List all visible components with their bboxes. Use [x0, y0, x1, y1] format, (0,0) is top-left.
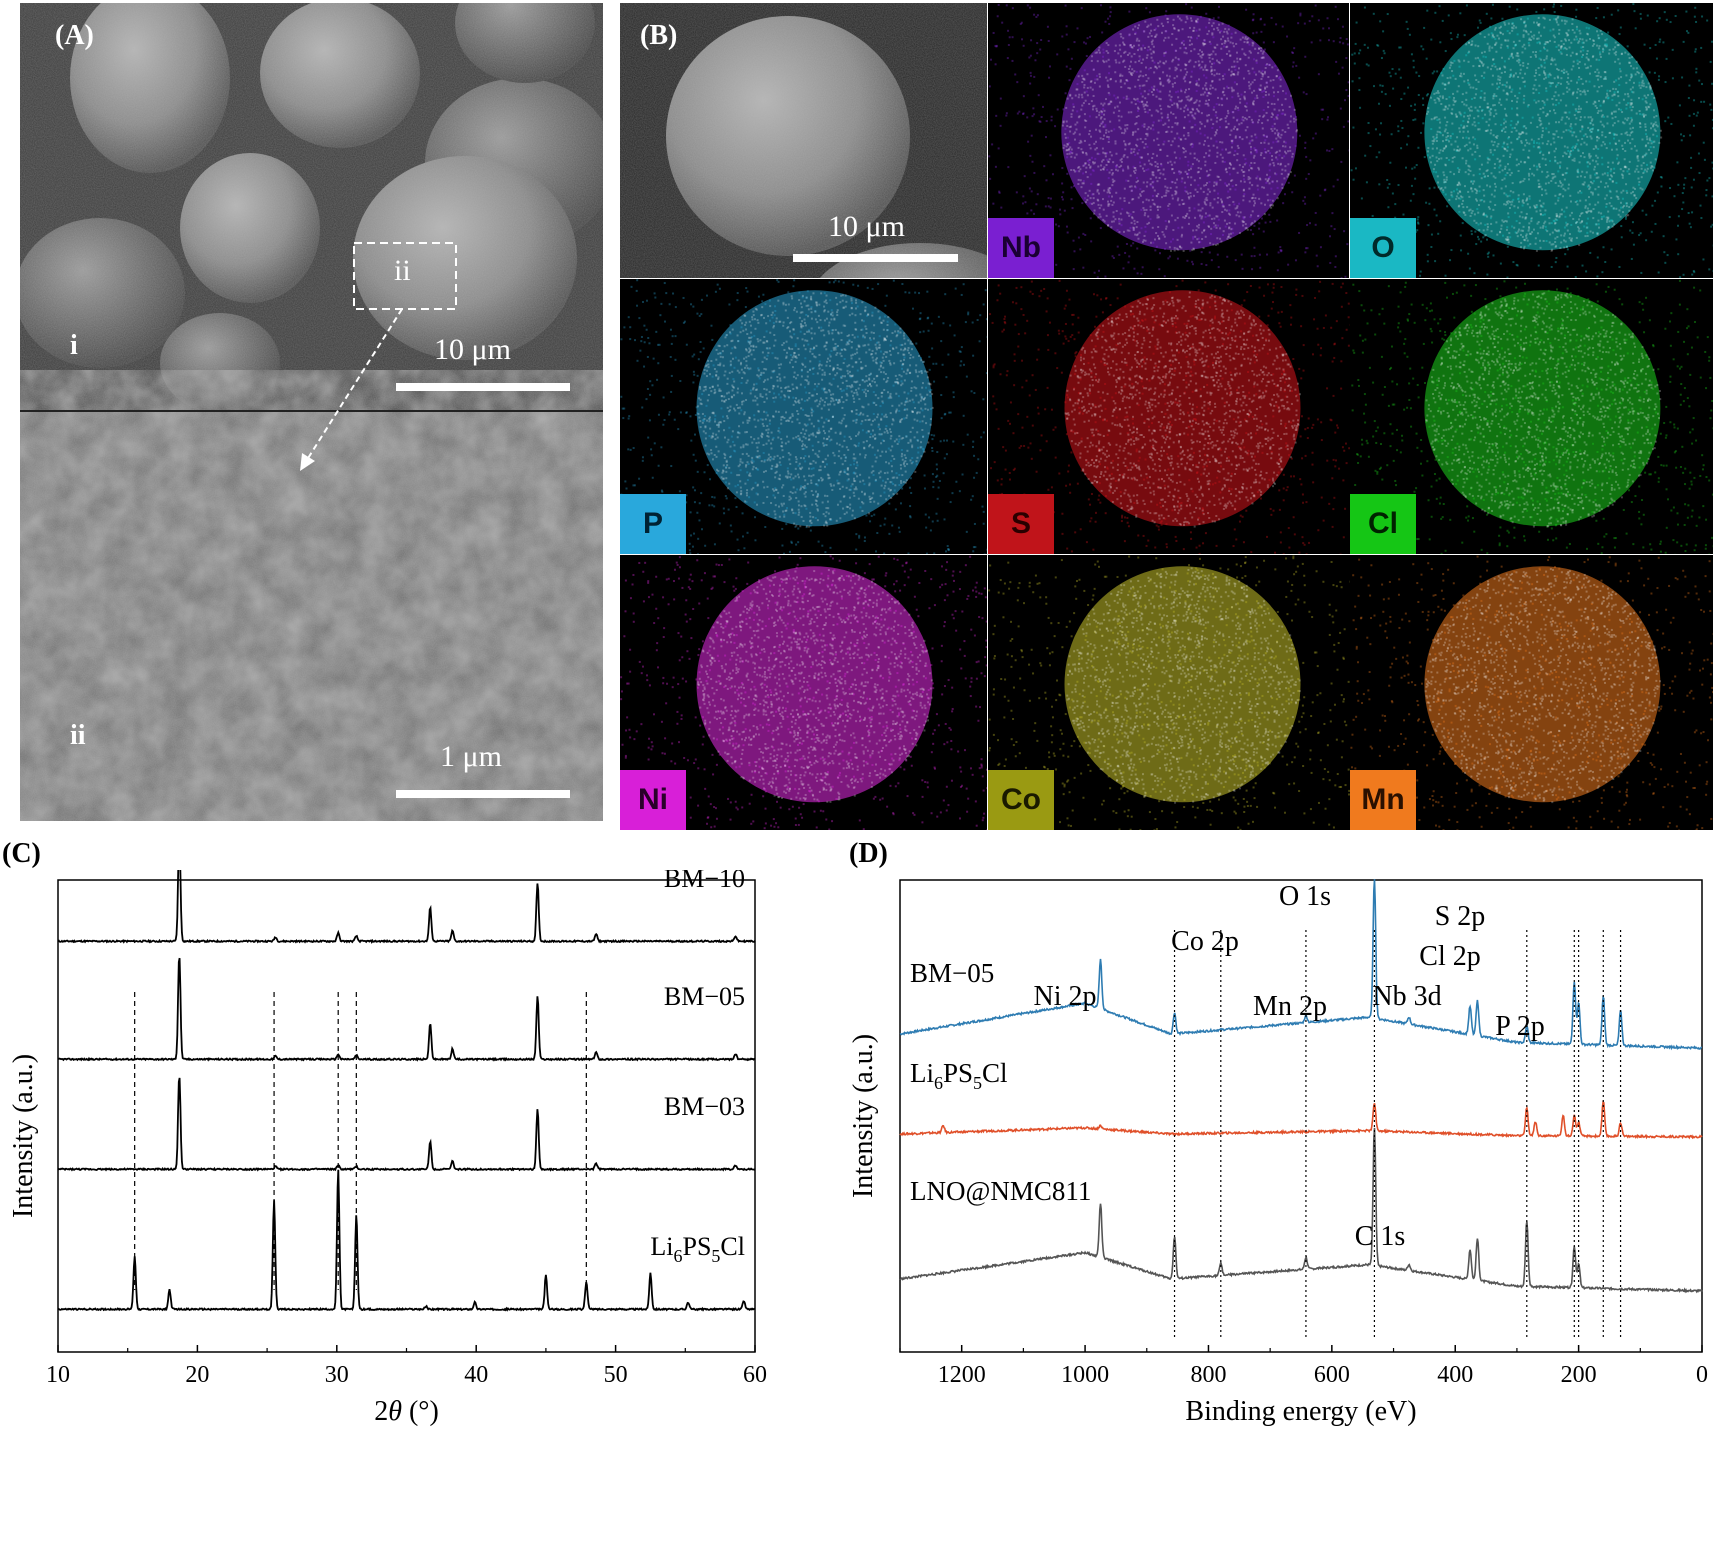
xps-peak-annotation: S 2p	[1435, 901, 1486, 932]
eds-map-label-nb: Nb	[988, 218, 1054, 278]
xps-ylabel: Intensity (a.u.)	[848, 1034, 879, 1198]
xrd-series-label: BM−10	[664, 870, 745, 893]
xps-xtick-label: 400	[1437, 1362, 1473, 1388]
eds-map-label-cl: Cl	[1350, 494, 1416, 554]
scale-bar-a-bottom	[396, 790, 570, 798]
xrd-xtick-label: 30	[325, 1362, 349, 1388]
xrd-xtick-label: 40	[464, 1362, 488, 1388]
eds-map-p: P	[620, 279, 987, 554]
xps-series-label: Li6PS5Cl	[910, 1058, 1008, 1093]
scale-bar-a-top	[396, 383, 570, 391]
eds-map-ni: Ni	[620, 555, 987, 830]
panel-c-label: (C)	[2, 838, 41, 869]
xps-xtick-label: 200	[1561, 1362, 1597, 1388]
panel-b-label: (B)	[640, 20, 678, 51]
xps-peak-annotation: P 2p	[1495, 1011, 1545, 1042]
xrd-series-line	[57, 870, 756, 944]
xps-peak-annotation: O 1s	[1279, 881, 1331, 912]
xrd-xlabel: 2θ (°)	[374, 1396, 439, 1427]
xrd-series-label: Li6PS5Cl	[650, 1232, 745, 1266]
xrd-xtick-label: 60	[743, 1362, 767, 1388]
xrd-chart: 10 20 30 40 50 60 2θ (°) Intensity (a.u.) BM−10 B…	[8, 870, 767, 1427]
panel-d-label: (D)	[849, 838, 888, 869]
xps-xtick-label: 800	[1190, 1362, 1226, 1388]
panel-a-label: (A)	[55, 20, 94, 51]
eds-map-s: S	[988, 279, 1355, 554]
subpanel-i-tag: i	[70, 330, 78, 361]
xrd-series-line	[57, 1169, 756, 1312]
sem-tile-b	[620, 3, 987, 278]
xrd-series-label: BM−05	[664, 982, 745, 1011]
xps-series-label: BM−05	[910, 958, 994, 988]
xps-xtick-label: 1200	[938, 1362, 986, 1388]
xps-xtick-label: 0	[1696, 1362, 1708, 1388]
eds-map-label-co: Co	[988, 770, 1054, 830]
xps-peak-annotation: Ni 2p	[1034, 981, 1097, 1012]
scale-bar-b	[793, 254, 958, 262]
eds-map-co: Co	[988, 555, 1355, 830]
subpanel-ii-tag: ii	[70, 720, 86, 751]
xps-xtick-label: 600	[1314, 1362, 1350, 1388]
xrd-xtick-label: 20	[185, 1362, 209, 1388]
eds-map-label-o: O	[1350, 218, 1416, 278]
scale-label-a-top: 10 μm	[434, 333, 511, 366]
sem-image-a	[20, 3, 603, 821]
xps-peak-annotation: C 1s	[1355, 1221, 1406, 1252]
xps-chart: 1200 1000 800 600 400 200 0 Binding energy (eV)…	[848, 879, 1708, 1427]
eds-map-label-ni: Ni	[620, 770, 686, 830]
sem-panel-a	[20, 3, 603, 821]
xps-plot-frame	[899, 879, 1703, 1353]
xrd-xtick-label: 50	[604, 1362, 628, 1388]
xps-series-label: LNO@NMC811	[910, 1176, 1091, 1206]
inset-label: ii	[394, 254, 411, 287]
xrd-ylabel: Intensity (a.u.)	[8, 1054, 39, 1218]
xrd-xtick-label: 10	[46, 1362, 70, 1388]
xps-peak-annotation: Co 2p	[1171, 926, 1239, 957]
eds-map-cl: Cl	[1350, 279, 1713, 554]
eds-map-label-s: S	[988, 494, 1054, 554]
xps-series-line	[899, 1100, 1703, 1140]
xrd-series-line	[57, 1077, 756, 1172]
xps-xlabel: Binding energy (eV)	[1185, 1396, 1416, 1427]
eds-map-nb: Nb	[988, 3, 1349, 278]
xrd-series-label: BM−03	[664, 1092, 745, 1121]
scale-label-b: 10 μm	[828, 210, 905, 243]
xps-series-line	[899, 1127, 1703, 1294]
eds-map-mn: Mn	[1350, 555, 1713, 830]
xps-peak-annotation: Nb 3d	[1372, 981, 1441, 1012]
inset-arrow	[304, 308, 403, 464]
xps-series-line	[899, 879, 1703, 1051]
eds-map-label-mn: Mn	[1350, 770, 1416, 830]
xps-peak-annotation: Mn 2p	[1253, 991, 1327, 1022]
inset-box	[353, 242, 457, 310]
xps-xtick-label: 1000	[1061, 1362, 1109, 1388]
xrd-series-line	[57, 957, 756, 1062]
scale-label-a-bottom: 1 μm	[440, 740, 502, 773]
xps-peak-annotation: Cl 2p	[1419, 941, 1480, 972]
eds-map-o: O	[1350, 3, 1713, 278]
eds-map-label-p: P	[620, 494, 686, 554]
